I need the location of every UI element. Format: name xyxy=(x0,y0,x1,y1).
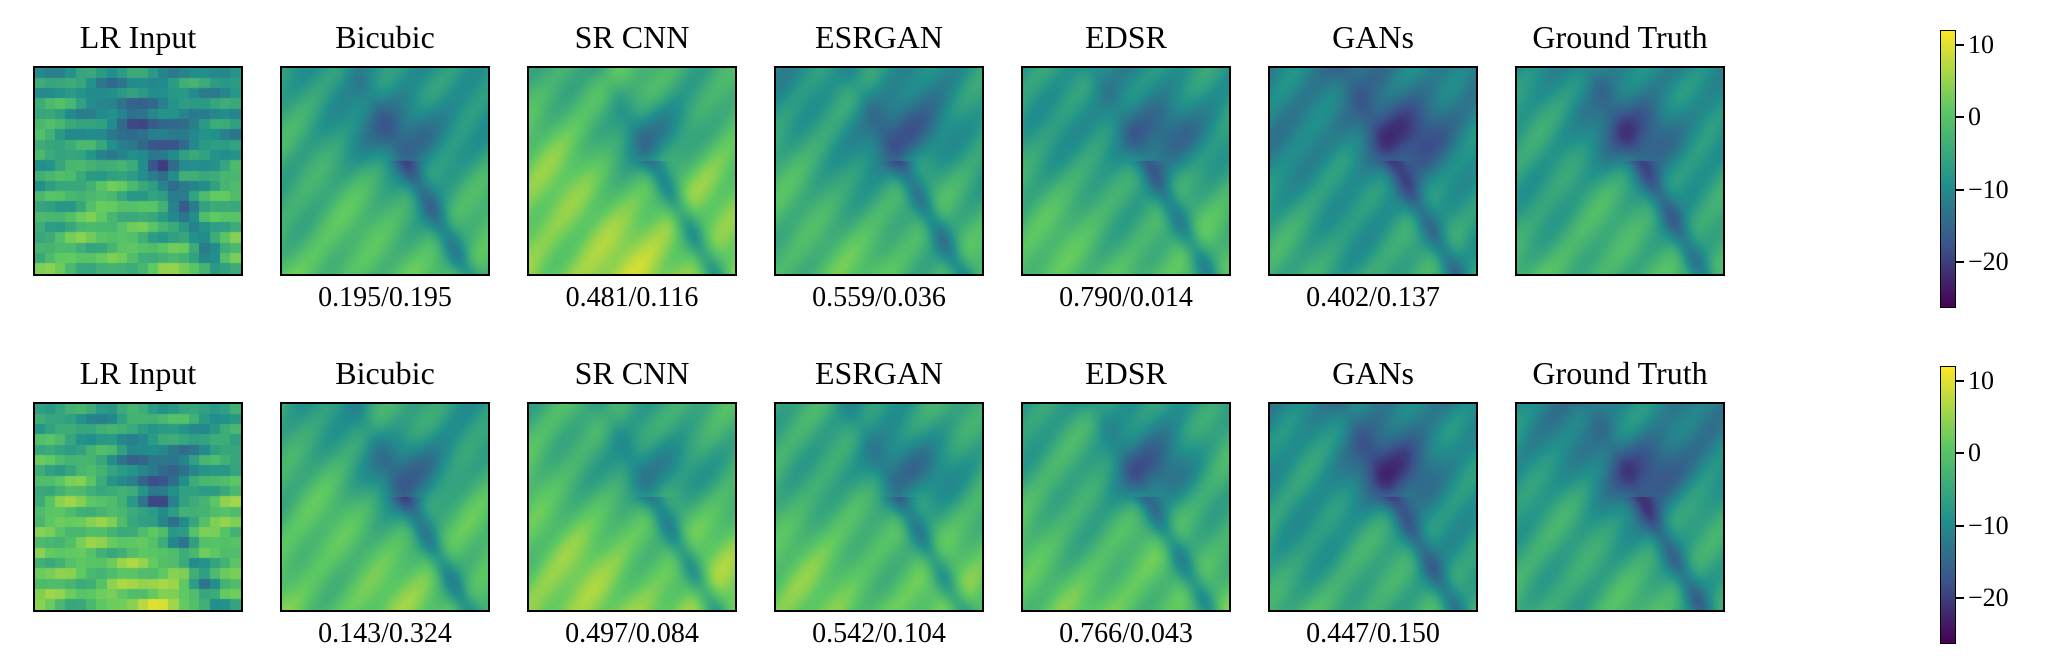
figure-row-1: LR Input Bicubic 0.195/0.195 SR CNN 0.48… xyxy=(33,0,2040,336)
panel-title: SR CNN xyxy=(574,19,690,55)
colorbar-tick-label: −20 xyxy=(1968,583,2009,613)
heatmap-image xyxy=(527,402,737,612)
colorbar-tick-label: 0 xyxy=(1968,438,1981,468)
colorbar-tick xyxy=(1956,116,1964,119)
heatmap-image xyxy=(774,66,984,276)
heatmap-image xyxy=(1021,402,1231,612)
panel-title: EDSR xyxy=(1085,19,1167,55)
panel-title: LR Input xyxy=(79,355,197,391)
panel-metric: 0.766/0.043 xyxy=(1059,618,1193,649)
panel-metric: 0.790/0.014 xyxy=(1059,282,1193,313)
heatmap-image xyxy=(1268,66,1478,276)
colorbar-tick xyxy=(1956,188,1964,191)
heatmap-image xyxy=(280,66,490,276)
panel-metric: 0.402/0.137 xyxy=(1306,282,1440,313)
panel-metric: 0.481/0.116 xyxy=(565,282,699,313)
colorbar: 10 0 −10 −20 xyxy=(1940,336,2040,672)
colorbar-tick-label: −10 xyxy=(1968,174,2009,204)
colorbar-tick-label: 0 xyxy=(1968,102,1981,132)
colorbar-tick xyxy=(1956,379,1964,382)
heatmap-image xyxy=(1021,66,1231,276)
panel-title: Bicubic xyxy=(335,355,435,391)
colorbar-tick-label: 10 xyxy=(1968,29,1994,59)
heatmap-image xyxy=(1268,402,1478,612)
heatmap-image xyxy=(33,402,243,612)
colorbar-gradient xyxy=(1940,30,1956,308)
colorbar-tick xyxy=(1956,452,1964,455)
panel-metric: 0.559/0.036 xyxy=(812,282,946,313)
heatmap-image xyxy=(1515,402,1725,612)
panel-metric: 0.542/0.104 xyxy=(812,618,946,649)
colorbar-gradient xyxy=(1940,366,1956,644)
panel-metric: 0.497/0.084 xyxy=(565,618,699,649)
colorbar-tick xyxy=(1956,524,1964,527)
colorbar-tick xyxy=(1956,261,1964,264)
panel-title: Ground Truth xyxy=(1532,355,1708,391)
panel-metric: 0.143/0.324 xyxy=(318,618,452,649)
panel-title: EDSR xyxy=(1085,355,1167,391)
panel-title: ESRGAN xyxy=(814,19,943,55)
colorbar-tick-label: 10 xyxy=(1968,365,1994,395)
heatmap-image xyxy=(280,402,490,612)
panel-title: Ground Truth xyxy=(1532,19,1708,55)
heatmap-image xyxy=(774,402,984,612)
panel-title: ESRGAN xyxy=(814,355,943,391)
panel-title: SR CNN xyxy=(574,355,690,391)
heatmap-image xyxy=(527,66,737,276)
panel-title: Bicubic xyxy=(335,19,435,55)
colorbar-tick-label: −20 xyxy=(1968,247,2009,277)
panel-title: GANs xyxy=(1332,19,1414,55)
panel-metric: 0.447/0.150 xyxy=(1306,618,1440,649)
panel-title: LR Input xyxy=(79,19,197,55)
heatmap-image xyxy=(33,66,243,276)
heatmap-image xyxy=(1515,66,1725,276)
figure-row-2: LR Input Bicubic 0.143/0.324 SR CNN 0.49… xyxy=(0,336,2048,672)
colorbar-tick xyxy=(1956,597,1964,600)
colorbar: 10 0 −10 −20 xyxy=(1940,0,2040,336)
colorbar-tick xyxy=(1956,43,1964,46)
panel-title: GANs xyxy=(1332,355,1414,391)
colorbar-tick-label: −10 xyxy=(1968,510,2009,540)
panel-metric: 0.195/0.195 xyxy=(318,282,452,313)
